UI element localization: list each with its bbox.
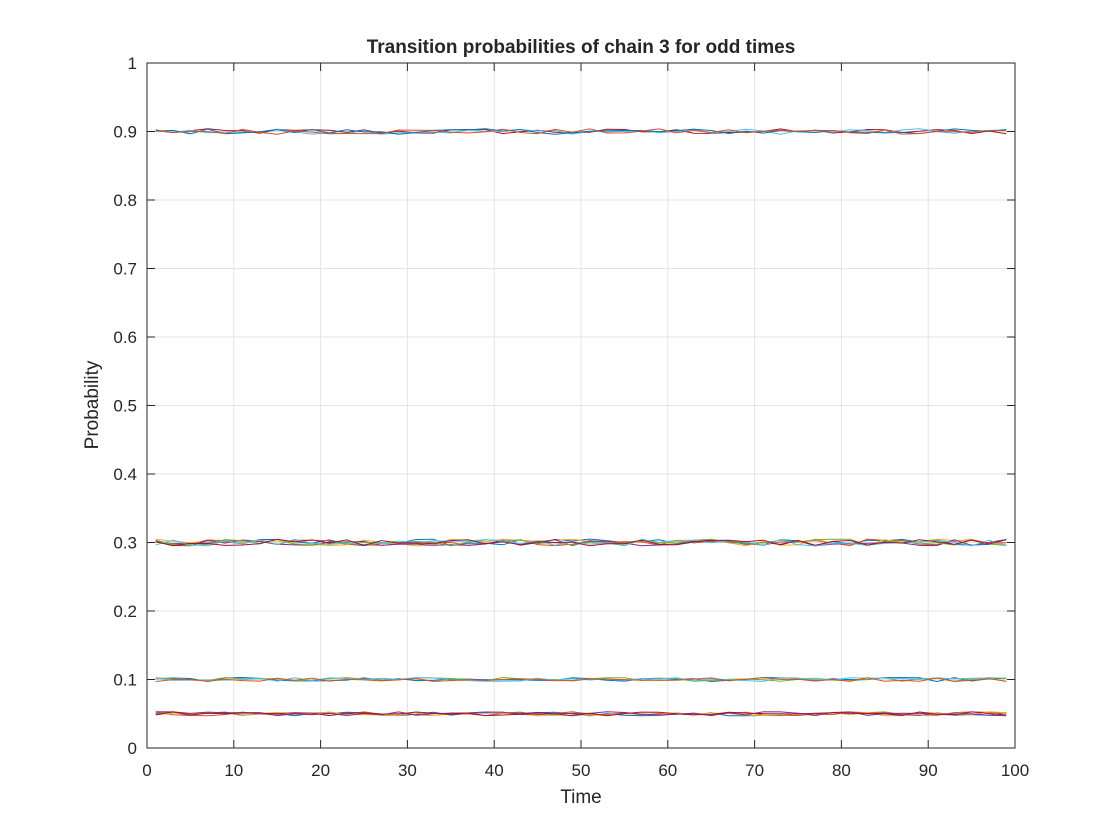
x-axis-label: Time <box>560 787 602 808</box>
x-tick-label: 100 <box>1001 761 1029 780</box>
y-tick-label: 0.3 <box>113 534 137 553</box>
series-line-20 <box>155 711 1007 717</box>
series-line-10 <box>155 538 1007 547</box>
series-line-15 <box>155 677 1007 683</box>
y-tick-label: 0.6 <box>113 328 137 347</box>
series-line-3 <box>155 128 1007 135</box>
y-tick-label: 0.4 <box>113 465 137 484</box>
x-tick-label: 10 <box>224 761 243 780</box>
x-tick-label: 0 <box>142 761 151 780</box>
x-tick-label: 50 <box>572 761 591 780</box>
series-line-11 <box>155 538 1007 547</box>
y-tick-label: 0.1 <box>113 671 137 690</box>
y-tick-label: 0 <box>128 739 137 758</box>
y-axis-label: Probability <box>82 360 103 449</box>
y-tick-label: 0.9 <box>113 123 137 142</box>
tick-marks <box>146 62 1016 749</box>
y-tick-label: 0.8 <box>113 191 137 210</box>
x-tick-label: 80 <box>832 761 851 780</box>
y-tick-label: 0.2 <box>113 602 137 621</box>
x-tick-label: 40 <box>485 761 504 780</box>
x-tick-label: 70 <box>745 761 764 780</box>
x-tick-label: 20 <box>311 761 330 780</box>
x-tick-label: 30 <box>398 761 417 780</box>
series-layer <box>155 128 1007 749</box>
x-tick-label: 60 <box>658 761 677 780</box>
y-tick-label: 0.5 <box>113 397 137 416</box>
x-tick-label: 90 <box>919 761 938 780</box>
y-tick-label: 0.7 <box>113 260 137 279</box>
series-line-19 <box>155 711 1007 717</box>
chart-title: Transition probabilities of chain 3 for … <box>367 37 796 58</box>
y-tick-label: 1 <box>128 54 137 73</box>
series-line-4 <box>155 128 1007 135</box>
